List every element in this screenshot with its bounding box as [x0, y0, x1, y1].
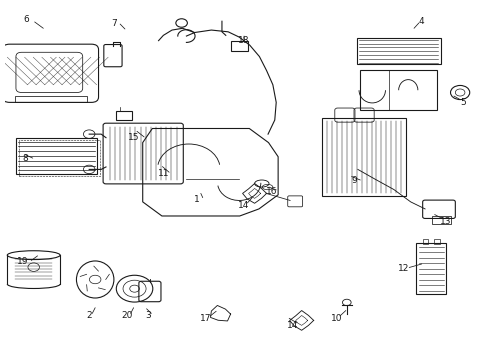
Bar [19, 140, 100, 176]
Text: 14: 14 [238, 201, 250, 210]
Text: 16: 16 [266, 187, 277, 196]
Bar [423, 239, 428, 244]
Text: 1: 1 [194, 195, 200, 204]
Text: 6: 6 [24, 15, 29, 24]
Text: 15: 15 [128, 133, 139, 142]
Text: 20: 20 [122, 311, 133, 320]
Bar [357, 38, 441, 64]
Text: 9: 9 [352, 176, 357, 185]
Text: 13: 13 [440, 217, 451, 226]
Text: 2: 2 [86, 311, 92, 320]
Text: 18: 18 [238, 36, 250, 45]
Text: 7: 7 [112, 18, 117, 27]
Bar [434, 239, 440, 244]
Text: 10: 10 [330, 314, 342, 323]
Text: 17: 17 [200, 314, 211, 323]
Text: 19: 19 [18, 257, 29, 266]
Bar [360, 70, 437, 110]
Bar [15, 96, 87, 102]
Bar [416, 243, 446, 294]
Text: 14: 14 [287, 321, 299, 330]
Bar [322, 118, 406, 196]
Bar [116, 111, 132, 120]
Text: 4: 4 [419, 17, 424, 26]
Text: 12: 12 [398, 264, 409, 273]
Bar [231, 41, 248, 50]
Text: 5: 5 [461, 98, 466, 107]
Bar [432, 216, 451, 224]
Text: 8: 8 [22, 154, 28, 163]
Text: 11: 11 [158, 169, 169, 178]
Bar [17, 138, 97, 174]
Text: 3: 3 [145, 311, 151, 320]
